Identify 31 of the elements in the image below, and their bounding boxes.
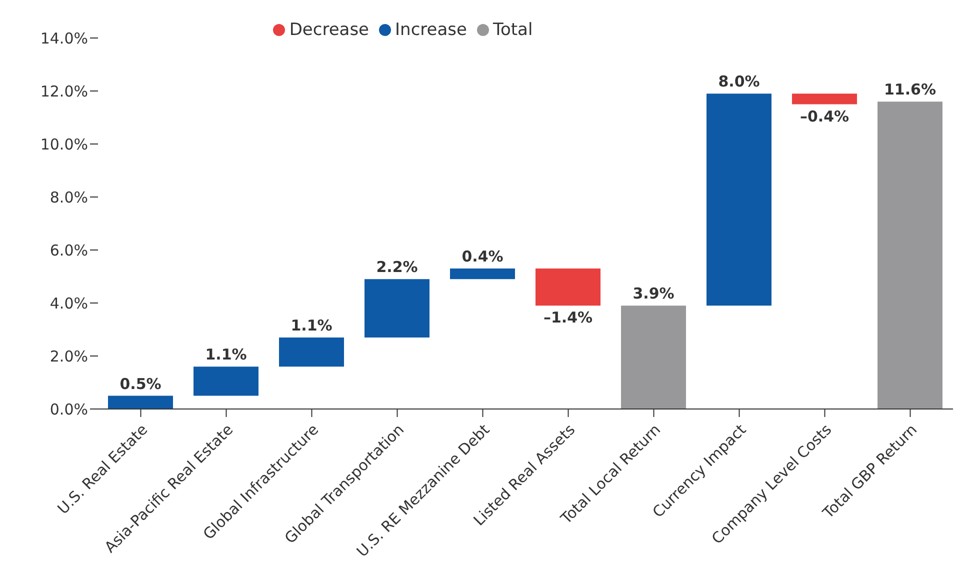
- data-label: 1.1%: [205, 346, 247, 364]
- bar: [792, 94, 857, 104]
- data-label: 2.2%: [376, 258, 418, 276]
- bar: [450, 268, 515, 280]
- bar: [194, 366, 258, 396]
- bar: [878, 102, 942, 409]
- y-tick-label: 8.0%: [50, 188, 88, 206]
- y-tick-label: 6.0%: [50, 241, 88, 260]
- legend-label: Decrease: [289, 20, 370, 40]
- y-tick-label: 0.0%: [50, 400, 88, 418]
- data-label: 0.5%: [120, 374, 162, 393]
- y-tick-label: 14.0%: [40, 29, 88, 48]
- data-label: 0.4%: [462, 248, 504, 266]
- data-label: –0.4%: [800, 107, 850, 126]
- bar: [279, 337, 344, 367]
- data-label: 11.6%: [884, 80, 936, 99]
- y-tick-label: 4.0%: [50, 294, 88, 312]
- bar: [364, 279, 430, 338]
- y-tick-label: 12.0%: [40, 82, 88, 100]
- bar: [108, 396, 173, 409]
- y-tick-label: 10.0%: [40, 135, 88, 154]
- data-label: 8.0%: [718, 72, 760, 91]
- y-tick-label: 2.0%: [50, 347, 88, 366]
- bar: [621, 306, 686, 409]
- data-label: –1.4%: [543, 308, 593, 327]
- legend-label: Increase: [395, 20, 467, 40]
- bar: [706, 94, 772, 306]
- data-label: 1.1%: [290, 316, 332, 334]
- bar: [536, 268, 600, 306]
- data-label: 3.9%: [632, 284, 674, 303]
- legend-label: Total: [492, 20, 533, 40]
